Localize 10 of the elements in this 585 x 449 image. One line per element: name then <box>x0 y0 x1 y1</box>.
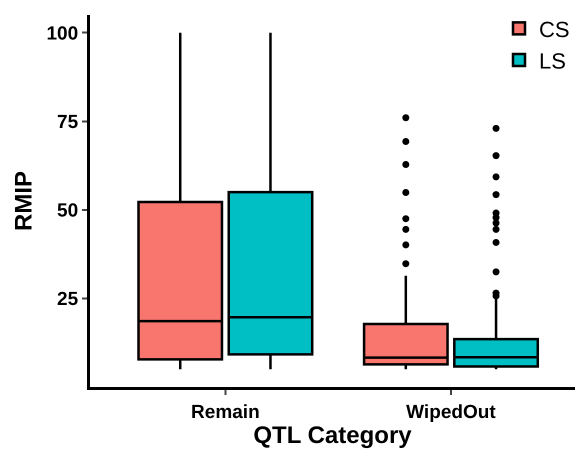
y-tick-label: 25 <box>57 289 79 310</box>
x-axis-title: QTL Category <box>253 422 412 449</box>
y-tick-label: 75 <box>57 112 79 133</box>
y-tick-label: 100 <box>46 23 78 44</box>
legend-label: LS <box>539 48 566 74</box>
x-tick-label: WipedOut <box>406 402 496 423</box>
x-tick-label: Remain <box>191 402 260 423</box>
y-axis-title: RMIP <box>10 171 38 231</box>
y-tick-label: 50 <box>57 200 78 222</box>
legend-label: CS <box>539 16 570 42</box>
